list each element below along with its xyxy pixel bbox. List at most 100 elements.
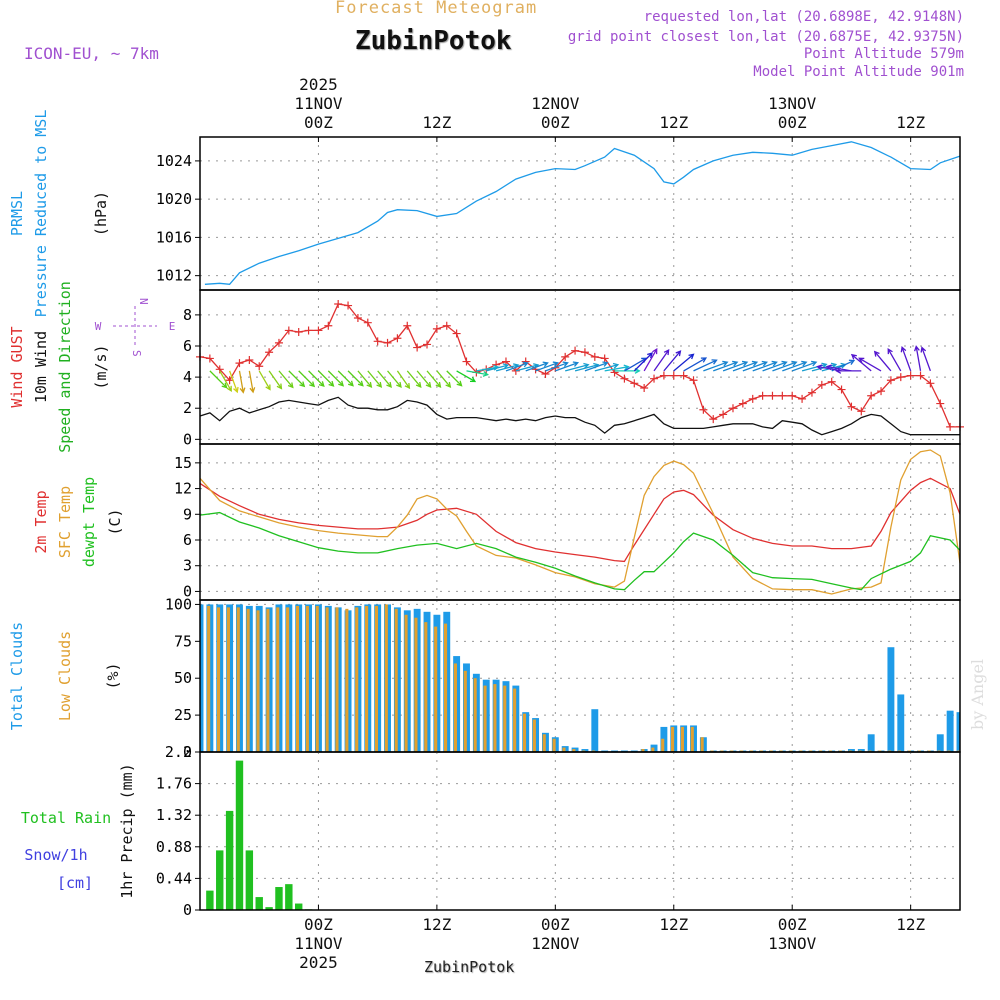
gust-marker [511,366,520,375]
gust-marker [807,388,816,397]
clouds-low-clouds-bar [671,726,675,752]
gust-marker [393,334,402,343]
gust-marker [324,321,333,330]
requested-coords: requested lon,lat (20.6898E, 42.9148N) [643,9,964,25]
gust-marker [541,370,550,378]
pressure-frame [199,136,961,291]
clouds-low-clouds-bar [345,608,349,752]
bottom-time-label: 00Z [778,915,807,934]
temperature-sfc-temp-line [199,449,961,595]
clouds-low-clouds-bar [384,604,388,752]
precip-total-rain-bar [206,890,214,910]
bottom-time-label: 12NOV [531,934,580,953]
clouds-low-clouds-bar [315,605,319,752]
precip-y-tick-label: 2.2 [165,743,192,761]
temperature-frame [199,443,961,601]
wind-y-tick-label: 2 [183,399,192,417]
top-time-label: 13NOV [768,94,817,113]
wind-arrow [594,362,620,372]
wind-arrow [228,370,239,394]
bottom-time-label: 00Z [304,915,333,934]
wind-arrow [426,370,442,388]
gust-marker [620,374,629,383]
wind-arrow [248,370,256,394]
gust-marker [442,321,451,330]
gust-marker [728,404,737,413]
gust-marker [857,407,866,416]
wind-arrow [505,361,529,372]
precip-axis-label: 1hr Precip (mm) [118,763,136,898]
wind-arrow [900,346,912,372]
wind-arrow [278,370,294,389]
clouds-low-clouds-bar [532,719,536,752]
wind-arrow [887,347,902,372]
wind-arrow [308,370,325,388]
clouds-panel: 0 25 50 75 100 Total Clouds Low Clouds (%) [8,595,961,761]
gust-marker [304,326,313,335]
gust-marker [699,405,708,414]
temperature-axis-label: dewpt Temp [80,477,98,567]
wind-arrow [209,370,228,389]
clouds-low-clouds-bar [493,684,497,752]
clouds-total-clouds-bar [887,647,895,752]
gust-marker [255,362,264,371]
gust-marker [738,399,747,408]
gust-marker [452,329,461,338]
clouds-low-clouds-bar [236,607,240,752]
wind-arrow [713,360,739,372]
clouds-low-clouds-bar [453,663,457,752]
clouds-low-clouds-bar [374,605,379,752]
wind-arrow [347,370,364,387]
temperature-axis-label: (C) [106,508,124,535]
wind-arrow [683,357,708,372]
gust-marker [314,326,323,335]
gust-marker [768,391,777,400]
wind-10m-wind-line [199,396,960,436]
top-time-label: 2025 [299,75,338,94]
compass-n: N [137,298,150,305]
wind-arrow [920,346,932,372]
wind-arrow [663,350,682,372]
wind-wind-gust-line [199,303,960,428]
wind-arrow [268,370,283,390]
precip-total-rain-bar [275,887,283,910]
temperature-y-tick-label: 12 [174,480,192,498]
point-altitude: Point Altitude 579m [803,46,964,62]
clouds-low-clouds-bar [414,617,418,752]
clouds-low-clouds-bar [256,610,260,752]
clouds-low-clouds-bar [266,608,270,752]
clouds-total-clouds-bar [200,604,204,752]
clouds-low-clouds-bar [394,608,398,752]
gust-marker [650,374,659,383]
wind-arrow [238,370,246,394]
temperature-y-tick-label: 9 [183,505,192,523]
wind-arrow [873,350,892,372]
precip-frame [199,751,961,911]
wind-arrow [643,347,658,372]
gust-marker [334,300,343,308]
gust-marker [689,376,698,385]
wind-arrow [416,370,432,388]
gust-marker [403,321,412,330]
bottom-time-label: 12Z [896,915,925,934]
clouds-low-clouds-bar [404,614,408,752]
clouds-low-clouds-bar [522,713,527,752]
clouds-low-clouds-bar [503,685,507,752]
clouds-low-clouds-bar [295,605,300,752]
wind-arrow [387,370,402,388]
temperature-axis-label: SFC Temp [56,486,74,558]
gust-marker [946,422,955,431]
clouds-low-clouds-bar [690,726,694,752]
wind-arrow [782,360,808,372]
gust-marker [709,415,718,424]
closest-coords: grid point closest lon,lat (20.6875E, 42… [567,29,964,45]
wind-arrow [722,360,749,372]
precip-y-tick-label: 0 [183,901,192,919]
wind-axis-label: (m/s) [92,344,110,389]
wind-arrow [525,361,549,372]
precip-cm-label: [cm] [57,874,93,892]
pressure-y-tick-label: 1012 [156,267,192,285]
clouds-frame [199,599,961,753]
clouds-low-clouds-bar [700,737,704,752]
